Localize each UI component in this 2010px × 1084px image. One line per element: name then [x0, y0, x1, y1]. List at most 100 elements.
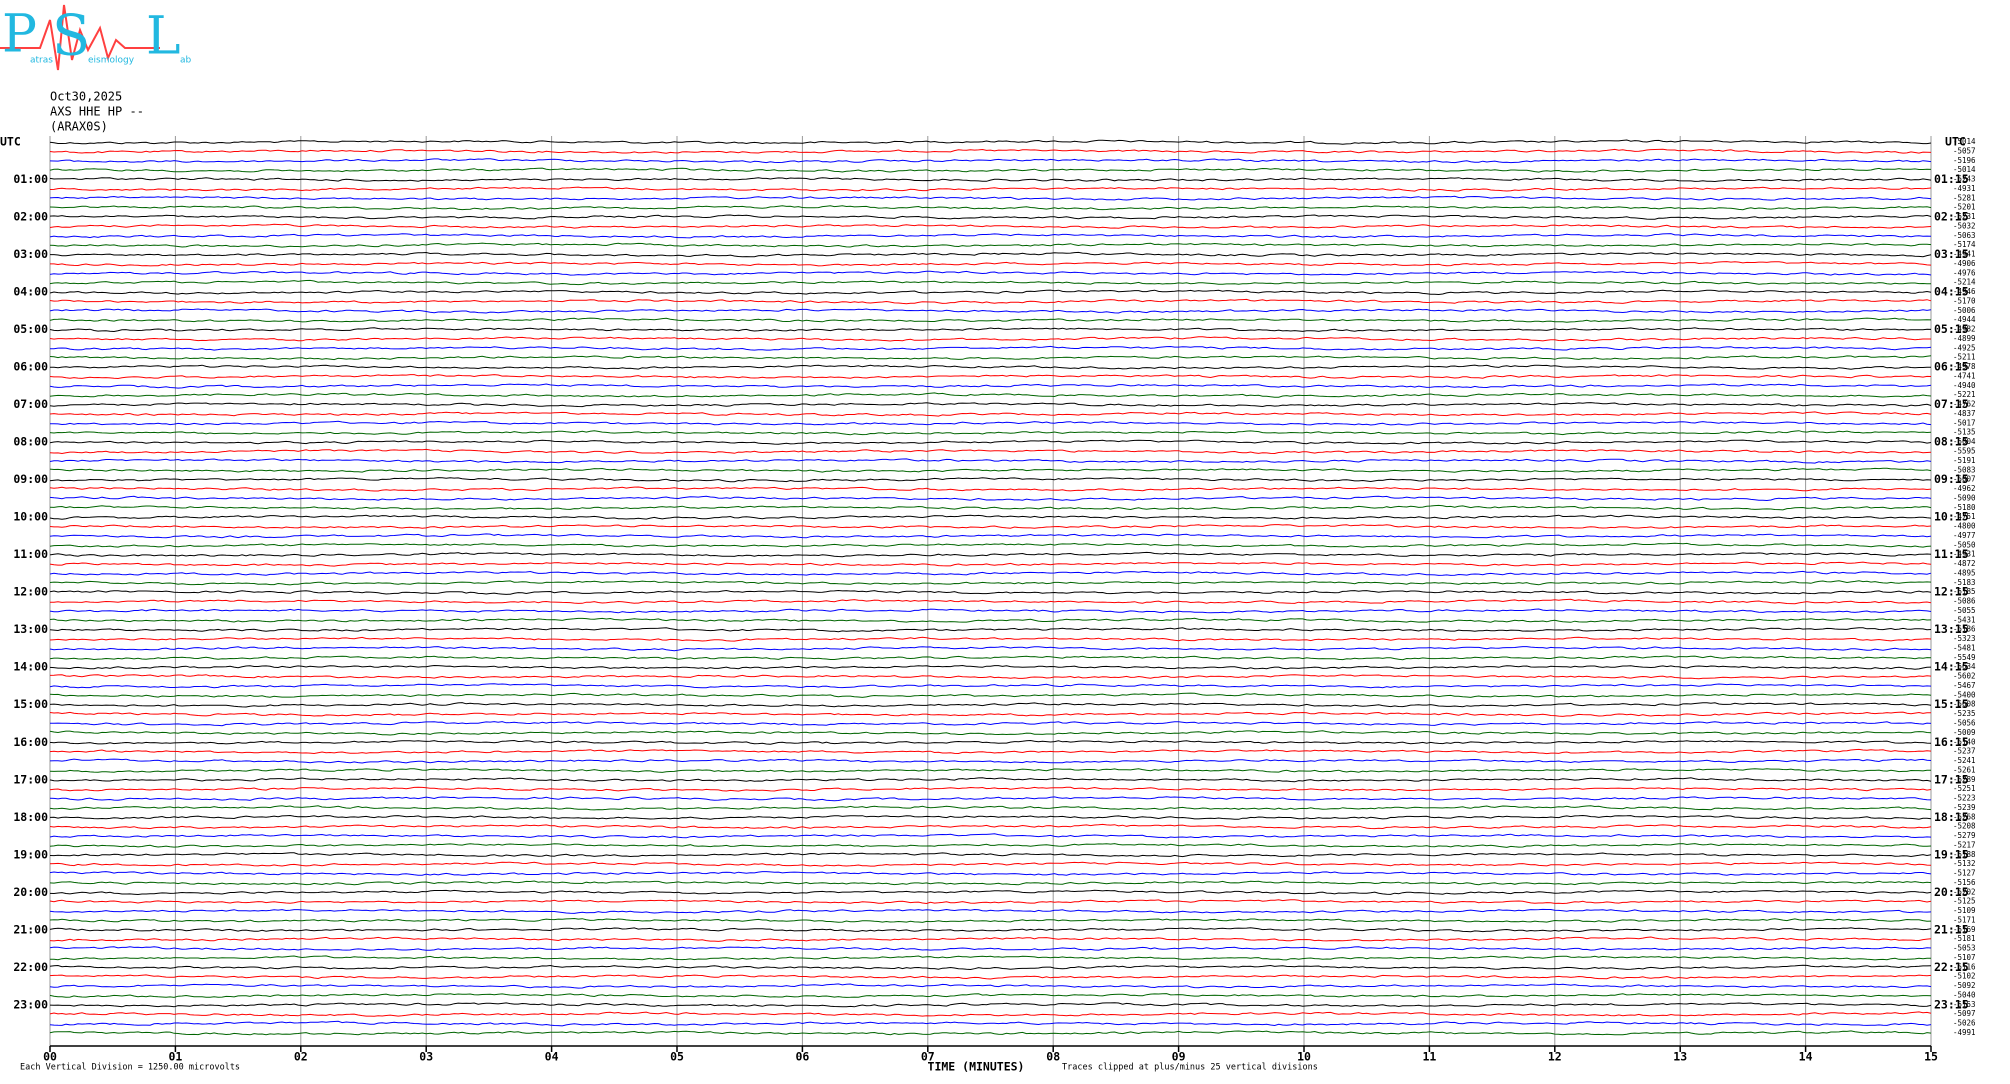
- trace-offset: -5289: [1953, 775, 1976, 784]
- left-hour-label: 12:00: [13, 585, 48, 599]
- x-tick-label: 06: [795, 1050, 809, 1064]
- trace: [49, 627, 1932, 633]
- trace-offset: -5201: [1953, 203, 1976, 212]
- trace-offset: -5156: [1953, 878, 1976, 887]
- logo-word: atras: [30, 56, 53, 66]
- trace-offset: -4976: [1953, 268, 1976, 277]
- trace-offset: -4962: [1953, 484, 1976, 493]
- trace-offset: -5102: [1953, 972, 1976, 981]
- trace-offset: -4991: [1953, 1028, 1976, 1037]
- logo-word: ab: [180, 56, 192, 66]
- trace-offset: -4741: [1953, 371, 1976, 380]
- trace-offset: -5221: [1953, 390, 1976, 399]
- trace-offset: -4946: [1953, 287, 1976, 296]
- trace: [49, 439, 1932, 445]
- trace: [49, 561, 1932, 567]
- trace-offset: -5116: [1953, 962, 1976, 971]
- trace: [49, 646, 1932, 652]
- right-hour-label: 11:15: [1934, 547, 1969, 561]
- trace: [49, 974, 1932, 980]
- left-hour-label: 06:00: [13, 360, 48, 374]
- trace-offset: -5057: [1953, 146, 1976, 155]
- trace: [49, 448, 1932, 455]
- trace-offset: -5208: [1953, 822, 1976, 831]
- trace: [49, 411, 1932, 417]
- trace-offset: -5006: [1953, 306, 1976, 315]
- trace: [49, 664, 1932, 670]
- x-tick-label: 08: [1046, 1050, 1060, 1064]
- trace: [49, 186, 1932, 192]
- x-tick-label: 02: [294, 1050, 308, 1064]
- trace: [49, 636, 1932, 642]
- trace: [49, 336, 1931, 342]
- trace-offset: -5431: [1953, 615, 1976, 624]
- trace: [49, 542, 1932, 548]
- trace: [49, 298, 1932, 305]
- trace: [50, 345, 1932, 351]
- trace-offset: -5170: [1953, 296, 1976, 305]
- trace: [49, 889, 1932, 896]
- trace: [49, 917, 1932, 923]
- trace: [49, 758, 1932, 764]
- trace: [50, 420, 1932, 426]
- trace-offset: -5086: [1953, 597, 1976, 606]
- trace-offset: -5009: [1953, 728, 1976, 737]
- trace-offset: -5237: [1953, 747, 1976, 756]
- x-tick-label: 15: [1924, 1050, 1938, 1064]
- trace-offset: -5279: [1953, 831, 1976, 840]
- trace-offset: -5281: [1953, 193, 1976, 202]
- trace-offset: -4931: [1953, 550, 1976, 559]
- trace-offset: -5083: [1953, 465, 1976, 474]
- trace-offset: -5235: [1953, 709, 1976, 718]
- trace: [49, 214, 1932, 220]
- trace-offset: -5549: [1953, 653, 1976, 662]
- trace: [49, 936, 1932, 942]
- trace: [49, 711, 1931, 717]
- trace-offset: -5171: [1953, 915, 1976, 924]
- trace-offset: -4800: [1953, 522, 1976, 531]
- trace: [49, 880, 1932, 886]
- left-hour-label: 10:00: [13, 510, 48, 524]
- trace: [49, 1002, 1932, 1008]
- trace: [49, 383, 1932, 389]
- trace: [49, 289, 1932, 296]
- trace-offset: -4978: [1953, 362, 1976, 371]
- right-utc: UTC: [1945, 135, 1966, 149]
- right-hour-label: 12:15: [1934, 585, 1969, 599]
- x-tick-label: 12: [1548, 1050, 1562, 1064]
- site: (ARAX0S): [50, 120, 108, 134]
- left-hour-label: 13:00: [13, 622, 48, 636]
- trace-offset: -5109: [1953, 906, 1976, 915]
- trace: [49, 374, 1932, 380]
- trace-offset: -5014: [1953, 137, 1976, 146]
- trace-offset: -4931: [1953, 184, 1976, 193]
- trace-offset: -5196: [1953, 156, 1976, 165]
- left-hour-label: 23:00: [13, 997, 48, 1011]
- logo-wave: [0, 4, 160, 71]
- trace-offset: -4940: [1953, 381, 1976, 390]
- x-tick-label: 03: [419, 1050, 433, 1064]
- trace: [49, 533, 1932, 539]
- trace-offset: -5040: [1953, 990, 1976, 999]
- trace-offset: -5092: [1953, 981, 1976, 990]
- trace-offset: -5261: [1953, 765, 1976, 774]
- trace: [49, 430, 1932, 436]
- trace: [49, 167, 1932, 173]
- right-hour-label: 10:15: [1934, 510, 1969, 524]
- trace: [49, 458, 1932, 464]
- right-hour-label: 04:15: [1934, 285, 1969, 299]
- trace-offset: -4751: [1953, 512, 1976, 521]
- left-hour-label: 11:00: [13, 547, 48, 561]
- trace-offset: -4906: [1953, 259, 1976, 268]
- right-hour-label: 07:15: [1934, 397, 1969, 411]
- x-tick-label: 14: [1799, 1050, 1813, 1064]
- trace: [49, 139, 1932, 145]
- right-hour-label: 20:15: [1934, 885, 1969, 899]
- trace-offset: -5097: [1953, 1009, 1976, 1018]
- trace: [49, 233, 1932, 239]
- trace-offset: -5017: [1953, 418, 1976, 427]
- left-utc: UTC: [0, 135, 21, 149]
- logo-word: eismology: [88, 56, 135, 66]
- trace: [49, 843, 1932, 848]
